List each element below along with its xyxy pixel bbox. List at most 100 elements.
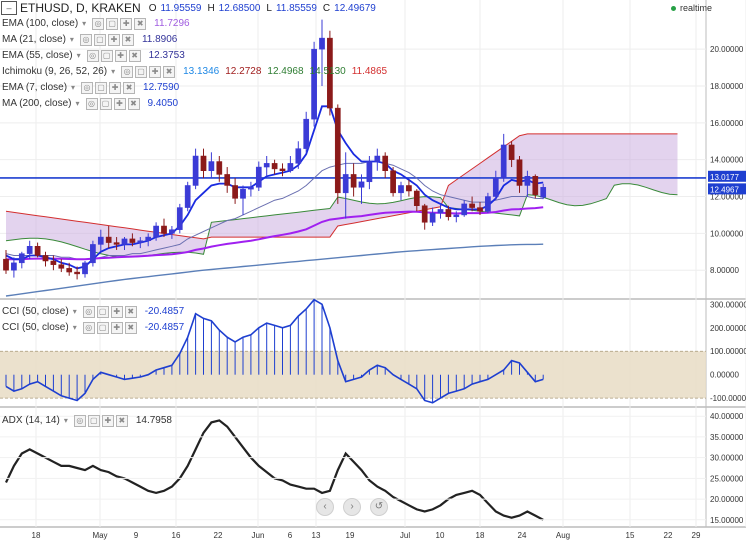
indicator-row[interactable]: Ichimoku (9, 26, 52, 26) ▾ ◎ ▢ ✚ ✖ 13.1346 12.2…: [2, 64, 393, 79]
indicator-row[interactable]: MA (21, close) ▾ ◎ ▢ ✚ ✖ 11.8906: [2, 32, 183, 47]
remove-icon[interactable]: ✖: [128, 49, 141, 62]
adx-pane[interactable]: [0, 415, 706, 521]
price-tag-label: 12.4967: [710, 185, 739, 194]
candle-body: [508, 144, 515, 160]
settings-icon[interactable]: ▢: [93, 33, 106, 46]
candle-body: [153, 225, 159, 238]
indicator-value: 12.4968: [267, 66, 304, 77]
candle-body: [145, 236, 152, 241]
settings-icon[interactable]: ▢: [87, 414, 100, 427]
realtime-indicator: realtime: [670, 3, 712, 13]
realtime-dot-icon: [670, 5, 676, 11]
candle-body: [161, 225, 167, 234]
settings-icon[interactable]: ▢: [96, 321, 109, 334]
add-icon[interactable]: ✚: [149, 65, 162, 78]
add-icon[interactable]: ✚: [120, 17, 133, 30]
dropdown-caret-icon[interactable]: ▾: [71, 83, 76, 92]
adx-legend-row[interactable]: ADX (14, 14) ▾ ◎ ▢ ✚ ✖ 14.7958: [2, 413, 178, 428]
settings-icon[interactable]: ▢: [135, 65, 148, 78]
candle-body: [413, 190, 420, 206]
candle-body: [453, 214, 460, 218]
visibility-icon[interactable]: ◎: [79, 33, 92, 46]
candle-body: [366, 161, 373, 183]
visibility-icon[interactable]: ◎: [82, 321, 95, 334]
dropdown-caret-icon[interactable]: ▾: [82, 19, 87, 28]
cci-legend-row[interactable]: CCI (50, close) ▾ ◎ ▢ ✚ ✖ -20.4857: [2, 304, 190, 319]
remove-icon[interactable]: ✖: [121, 33, 134, 46]
indicator-value: 11.8906: [141, 34, 178, 45]
dropdown-caret-icon[interactable]: ▾: [75, 99, 80, 108]
indicator-row[interactable]: MA (200, close) ▾ ◎ ▢ ✚ ✖ 9.4050: [2, 96, 184, 111]
indicator-buttons: ◎ ▢ ✚ ✖: [85, 97, 142, 110]
visibility-icon[interactable]: ◎: [121, 65, 134, 78]
candle-body: [532, 176, 539, 195]
visibility-icon[interactable]: ◎: [82, 305, 95, 318]
cci-pane[interactable]: [0, 298, 706, 404]
indicator-buttons: ◎ ▢ ✚ ✖: [82, 305, 139, 318]
price-candles[interactable]: [3, 19, 547, 280]
remove-icon[interactable]: ✖: [134, 17, 147, 30]
price-tick-label: 16.00000: [710, 119, 744, 128]
candle-body: [184, 185, 191, 208]
ma200-line: [5, 243, 544, 297]
remove-icon[interactable]: ✖: [124, 305, 137, 318]
dropdown-caret-icon[interactable]: ▾: [76, 51, 81, 60]
add-icon[interactable]: ✚: [107, 33, 120, 46]
indicator-row[interactable]: EMA (100, close) ▾ ◎ ▢ ✚ ✖ 11.7296: [2, 16, 196, 31]
remove-icon[interactable]: ✖: [123, 81, 136, 94]
visibility-icon[interactable]: ◎: [73, 414, 86, 427]
settings-icon[interactable]: ▢: [100, 49, 113, 62]
indicator-label: MA (21, close): [2, 34, 66, 45]
add-icon[interactable]: ✚: [101, 414, 114, 427]
indicator-buttons: ◎ ▢ ✚ ✖: [81, 81, 137, 94]
x-tick-label: 10: [436, 531, 445, 540]
visibility-icon[interactable]: ◎: [92, 17, 105, 30]
add-icon[interactable]: ✚: [113, 97, 126, 110]
remove-icon[interactable]: ✖: [163, 65, 176, 78]
cci-legend-row[interactable]: CCI (50, close) ▾ ◎ ▢ ✚ ✖ -20.4857: [2, 320, 190, 335]
candle-body: [350, 174, 357, 188]
price-tick-label: 14.00000: [710, 156, 744, 165]
candle-body: [129, 238, 136, 243]
indicator-value: 14.7958: [135, 415, 172, 426]
dropdown-caret-icon[interactable]: ▾: [63, 416, 68, 425]
scroll-right-button[interactable]: ›: [343, 498, 361, 516]
remove-icon[interactable]: ✖: [127, 97, 140, 110]
collapse-icon[interactable]: –: [1, 1, 17, 15]
settings-icon[interactable]: ▢: [95, 81, 108, 94]
settings-icon[interactable]: ▢: [96, 305, 109, 318]
chart-background: [0, 0, 746, 528]
remove-icon[interactable]: ✖: [124, 321, 137, 334]
add-icon[interactable]: ✚: [110, 305, 123, 318]
add-icon[interactable]: ✚: [110, 321, 123, 334]
dropdown-caret-icon[interactable]: ▾: [69, 35, 74, 44]
visibility-icon[interactable]: ◎: [86, 49, 99, 62]
candle-body: [390, 170, 396, 194]
indicator-value: 14.5130: [309, 66, 346, 77]
dropdown-caret-icon[interactable]: ▾: [72, 323, 77, 332]
dropdown-caret-icon[interactable]: ▾: [72, 307, 77, 316]
x-tick-label: 29: [692, 531, 701, 540]
price-tick-label: 10.00000: [710, 229, 744, 238]
indicator-row[interactable]: EMA (7, close) ▾ ◎ ▢ ✚ ✖ 12.7590: [2, 80, 185, 95]
candle-body: [34, 246, 41, 256]
dropdown-caret-icon[interactable]: ▾: [111, 67, 116, 76]
candle-body: [492, 177, 499, 197]
indicator-row[interactable]: EMA (55, close) ▾ ◎ ▢ ✚ ✖ 12.3753: [2, 48, 191, 63]
candle-body: [429, 212, 436, 223]
price-tick-label: 20.00000: [710, 45, 744, 54]
scroll-left-button[interactable]: ‹: [316, 498, 334, 516]
indicator-value: 13.1346: [183, 66, 220, 77]
add-icon[interactable]: ✚: [114, 49, 127, 62]
cloud-fill: [6, 133, 678, 258]
add-icon[interactable]: ✚: [109, 81, 122, 94]
visibility-icon[interactable]: ◎: [85, 97, 98, 110]
visibility-icon[interactable]: ◎: [81, 81, 94, 94]
adx-tick-label: 30.00000: [710, 454, 744, 463]
reset-zoom-button[interactable]: ↺: [370, 498, 388, 516]
settings-icon[interactable]: ▢: [106, 17, 119, 30]
high-value: 12.68500: [218, 2, 261, 14]
x-tick-label: 15: [626, 531, 635, 540]
settings-icon[interactable]: ▢: [99, 97, 112, 110]
remove-icon[interactable]: ✖: [115, 414, 128, 427]
